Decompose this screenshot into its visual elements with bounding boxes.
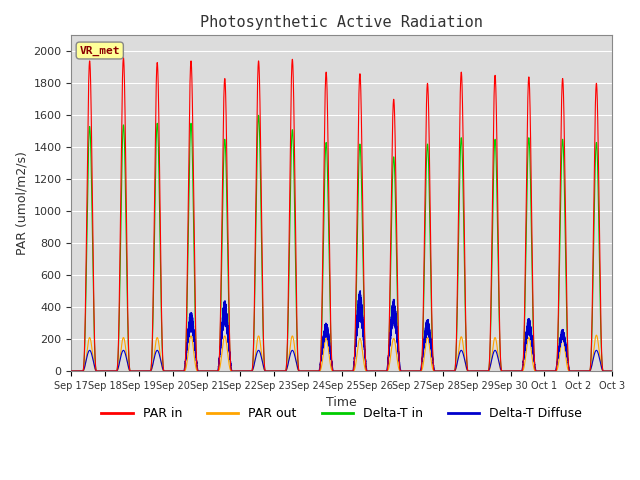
X-axis label: Time: Time: [326, 396, 357, 409]
Title: Photosynthetic Active Radiation: Photosynthetic Active Radiation: [200, 15, 483, 30]
Text: VR_met: VR_met: [79, 46, 120, 56]
Legend: PAR in, PAR out, Delta-T in, Delta-T Diffuse: PAR in, PAR out, Delta-T in, Delta-T Dif…: [97, 402, 587, 425]
Y-axis label: PAR (umol/m2/s): PAR (umol/m2/s): [15, 151, 28, 255]
